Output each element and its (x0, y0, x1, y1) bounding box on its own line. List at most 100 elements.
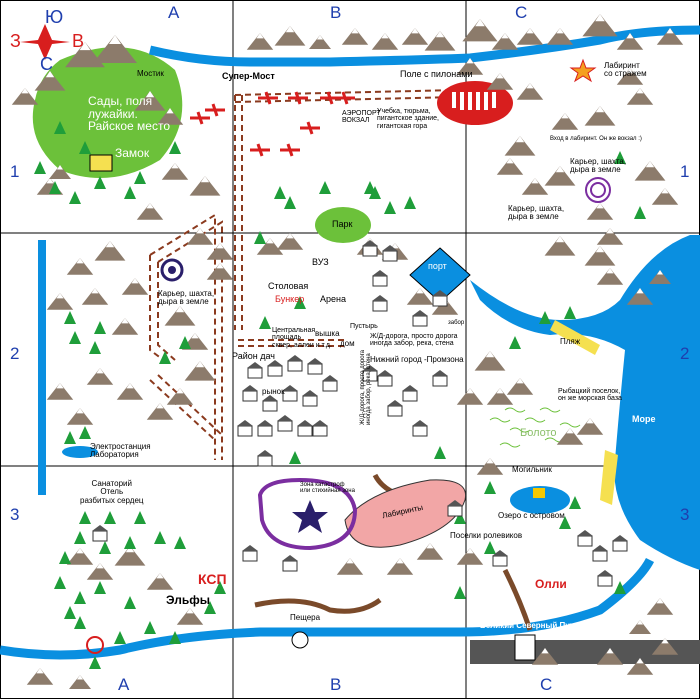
mountain-icon (11, 88, 39, 105)
mountain-snow (317, 35, 323, 40)
mountain-snow (501, 33, 509, 39)
house-icon (597, 575, 613, 587)
tree-icon (254, 231, 266, 244)
mountain-snow (561, 113, 569, 119)
tree-icon (69, 331, 81, 344)
tree-icon (124, 536, 136, 549)
tree-icon (104, 511, 116, 524)
house-roof (377, 370, 393, 376)
house-roof (297, 420, 313, 426)
mountain-icon (586, 203, 614, 220)
label-olli: Олли (535, 577, 567, 591)
house-roof (307, 358, 323, 364)
tree-icon (79, 511, 91, 524)
tree-icon (74, 531, 86, 544)
mountain-snow (595, 106, 605, 113)
house-icon (372, 275, 388, 287)
mountain-icon (626, 88, 654, 105)
house-roof (382, 245, 398, 251)
tree-icon (114, 631, 126, 644)
mountain-snow (131, 278, 139, 284)
house-roof (282, 555, 298, 561)
tree-icon (69, 191, 81, 204)
house-roof (432, 290, 448, 296)
mountain-snow (166, 108, 174, 114)
mountain-icon (616, 33, 644, 50)
sea (470, 235, 700, 570)
mountain-icon (246, 33, 274, 50)
mountain-snow (91, 288, 99, 294)
row-2-left: 2 (10, 344, 20, 363)
mountain-icon (504, 136, 536, 156)
tree-icon (564, 306, 576, 319)
mountain-snow (76, 548, 84, 554)
mountain-icon (341, 28, 369, 45)
house-icon (577, 535, 593, 547)
row-1-right: 1 (680, 162, 690, 181)
labyrinths-area (344, 479, 467, 548)
house-roof (237, 420, 253, 426)
tree-icon (204, 601, 216, 614)
mountain-icon (486, 73, 514, 90)
row-3-left: 3 (10, 505, 20, 524)
house-roof (362, 365, 378, 371)
house-icon (282, 560, 298, 572)
label-port: порт (428, 261, 447, 271)
ksp-spiral-icon (86, 636, 104, 654)
mountain-snow (555, 166, 565, 173)
tree-icon (94, 581, 106, 594)
label-labyrinth-entry: Вход в лабиринт. Он же вокзал :) (550, 136, 642, 142)
house-roof (282, 385, 298, 391)
mountain-icon (206, 263, 234, 280)
house-roof (322, 375, 338, 381)
house-roof (447, 500, 463, 506)
mountain-icon (161, 163, 189, 180)
mountain-icon (531, 648, 559, 665)
tree-icon (289, 451, 301, 464)
label-gardens: Сады, поля лужайки. Райское место (88, 94, 171, 134)
mountain-icon (546, 28, 574, 45)
mountains (11, 14, 684, 689)
mountain-snow (391, 243, 399, 249)
house-roof (402, 385, 418, 391)
house-roof (312, 420, 328, 426)
gate (514, 634, 536, 661)
mountain-icon (406, 288, 434, 305)
cave-icon (291, 631, 309, 649)
tree-icon (214, 581, 226, 594)
label-park: Парк (332, 219, 353, 229)
mountain-snow (77, 675, 83, 680)
tree-icon (169, 631, 181, 644)
mountain-icon (146, 573, 174, 590)
mountain-snow (156, 573, 164, 579)
house-roof (287, 355, 303, 361)
house-roof (387, 400, 403, 406)
label-bridge-small: Мостик (137, 69, 164, 78)
mountain-snow (656, 598, 664, 604)
mountain-snow (126, 383, 134, 389)
mountain-snow (175, 306, 185, 313)
power-lake (62, 446, 98, 458)
mountain-icon (456, 388, 484, 405)
mountain-snow (531, 178, 539, 184)
mountain-snow (475, 19, 485, 27)
label-central-square: Центральная площадь сквер, аллеи и т.д. (272, 327, 332, 349)
mountain-snow (286, 233, 294, 239)
house-icon (247, 367, 263, 379)
tree-icon (294, 296, 306, 309)
quarry-spiral-icon (585, 177, 611, 203)
house-roof (592, 545, 608, 551)
tree-icon (49, 181, 61, 194)
mountain-icon (206, 243, 234, 260)
island (533, 488, 545, 498)
row-2-right: 2 (680, 344, 690, 363)
mountain-icon (134, 91, 166, 111)
house-icon (302, 395, 318, 407)
tree-icon (179, 336, 191, 349)
tree-icon (559, 516, 571, 529)
mountain-snow (516, 378, 524, 384)
house-icon (492, 555, 508, 567)
mountain-icon (336, 558, 364, 575)
mountain-snow (626, 68, 634, 74)
